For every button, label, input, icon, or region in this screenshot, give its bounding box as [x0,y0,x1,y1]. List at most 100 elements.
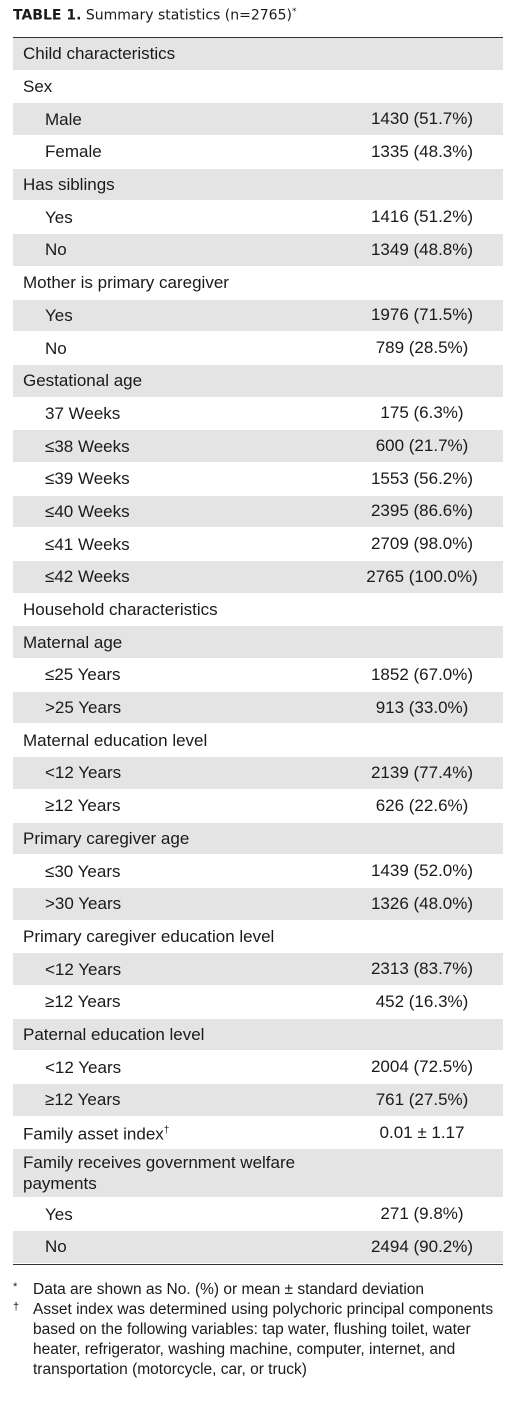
group-row: Gestational age [13,364,503,398]
value-text: 913 (33.0%) [375,697,469,717]
item-row: >25 Years 913 (33.0%) [13,691,503,725]
row-label: Sex [13,73,343,100]
row-label: Yes [13,302,343,329]
footnotes: * Data are shown as No. (%) or mean ± sta… [13,1280,518,1380]
row-value: 1335 (48.3%) [343,142,493,162]
value-text: 2709 (98.0%) [370,534,474,554]
row-value: 0.01 ± 1.17 [343,1123,493,1143]
footnote-text: Data are shown as No. (%) or mean ± stan… [33,1281,425,1298]
label-text: Sex [23,77,53,97]
group-row: Household characteristics [13,594,503,627]
row-label: ≥12 Years [13,988,343,1015]
row-value: 1439 (52.0%) [343,861,493,881]
value-text: 1852 (67.0%) [370,664,474,684]
label-text: <12 Years [45,763,122,783]
item-row: Yes 1416 (51.2%) [13,201,503,235]
label-text: Yes [45,207,73,227]
row-label: ≥12 Years [13,792,343,819]
row-label: >30 Years [13,890,343,917]
label-text: ≤38 Weeks [45,436,130,456]
group-row: Has siblings [13,168,503,202]
label-text: ≤40 Weeks [45,501,130,521]
row-label: 37 Weeks [13,400,343,427]
item-row: 37 Weeks 175 (6.3%) [13,398,503,431]
label-text: <12 Years [45,959,122,979]
row-label: ≥12 Years [13,1086,343,1113]
row-label: ≤40 Weeks [13,498,343,525]
value-text: 1976 (71.5%) [370,305,474,325]
item-row: ≤40 Weeks 2395 (86.6%) [13,495,503,529]
label-text: Maternal age [23,632,123,652]
item-row: No 789 (28.5%) [13,332,503,365]
row-value: 913 (33.0%) [343,698,493,718]
row-label: ≤30 Years [13,858,343,885]
value-text: 175 (6.3%) [380,403,464,423]
label-text: ≥12 Years [45,796,121,816]
label-text: Has siblings [23,175,115,195]
group-row: Paternal education level [13,1018,503,1052]
value-text: 1416 (51.2%) [370,207,474,227]
row-value: 2765 (100.0%) [343,567,493,587]
label-text: Child characteristics [23,44,176,64]
item-row: No 2494 (90.2%) [13,1231,503,1264]
group-row: Sex [13,71,503,104]
item-row: ≤42 Weeks 2765 (100.0%) [13,561,503,594]
label-text: <12 Years [45,1057,122,1077]
label-text: Family asset index [23,1124,164,1144]
footnote-text: Asset index was determined using polycho… [33,1301,494,1378]
value-text: 761 (27.5%) [375,1089,469,1109]
item-row: Male 1430 (51.7%) [13,103,503,137]
row-label: >25 Years [13,694,343,721]
label-text: Maternal education level [23,730,208,750]
row-value: 1349 (48.8%) [343,240,493,260]
row-label: ≤25 Years [13,661,343,688]
row-label: Yes [13,1201,343,1228]
row-label: ≤41 Weeks [13,531,343,558]
item-row: ≤39 Weeks 1553 (56.2%) [13,463,503,496]
row-label: Primary caregiver education level [13,923,343,950]
label-text: Paternal education level [23,1024,205,1044]
row-label: Primary caregiver age [13,825,343,852]
row-label: Family receives government welfare payme… [13,1149,343,1197]
row-label: <12 Years [13,1054,343,1081]
row-label: No [13,1233,343,1260]
row-label: ≤38 Weeks [13,433,343,460]
label-text: Family receives government welfare payme… [23,1153,296,1194]
label-text: Yes [45,305,73,325]
item-row: Female 1335 (48.3%) [13,136,503,169]
row-value: 271 (9.8%) [343,1204,493,1224]
label-text: Male [45,109,82,129]
row-value: 600 (21.7%) [343,436,493,456]
item-row: ≥12 Years 626 (22.6%) [13,790,503,823]
item-row: ≥12 Years 452 (16.3%) [13,986,503,1019]
label-text: ≥12 Years [45,992,121,1012]
group-row: Family receives government welfare payme… [13,1149,503,1199]
item-row: Yes 1976 (71.5%) [13,299,503,333]
group-row: Maternal age [13,626,503,660]
row-value: 2004 (72.5%) [343,1057,493,1077]
item-row: No 1349 (48.8%) [13,234,503,267]
row-value: 626 (22.6%) [343,796,493,816]
group-row: Primary caregiver education level [13,921,503,954]
footnote-mark: † [13,1301,20,1313]
row-value: 2494 (90.2%) [343,1237,493,1257]
footnote: † Asset index was determined using polych… [13,1300,518,1380]
label-text: No [45,240,67,260]
row-value: 2313 (83.7%) [343,959,493,979]
table: Child characteristics Sex Male 1430 (51.7%)… [13,37,503,1265]
value-text: 2139 (77.4%) [370,762,474,782]
label-text: Primary caregiver education level [23,926,275,946]
label-text: ≤41 Weeks [45,534,130,554]
label-text: Mother is primary caregiver [23,273,229,293]
label-text: >25 Years [45,698,122,718]
row-value: 1326 (48.0%) [343,894,493,914]
row-value: 1852 (67.0%) [343,665,493,685]
item-row: >30 Years 1326 (48.0%) [13,887,503,921]
row-label: ≤39 Weeks [13,465,343,492]
row-label: No [13,335,343,362]
label-text: Primary caregiver age [23,828,190,848]
group-row: Primary caregiver age [13,822,503,856]
title-label: TABLE 1. [13,7,82,24]
footnote: * Data are shown as No. (%) or mean ± sta… [13,1280,518,1300]
